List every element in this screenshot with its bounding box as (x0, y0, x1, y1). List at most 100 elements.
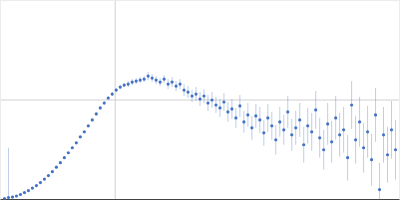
data-point (218, 106, 221, 109)
data-point (166, 82, 169, 85)
data-point (3, 197, 6, 200)
data-point (226, 110, 229, 113)
data-point (342, 128, 345, 131)
data-point (206, 101, 209, 104)
data-point (222, 100, 225, 103)
data-point (186, 90, 189, 93)
data-point (139, 79, 142, 82)
data-point (47, 174, 50, 177)
data-point (51, 170, 54, 173)
data-point (143, 78, 146, 81)
data-point (198, 97, 201, 100)
data-point (274, 138, 277, 141)
data-point (159, 80, 162, 83)
data-point (314, 108, 317, 111)
data-point (123, 83, 126, 86)
data-point (334, 116, 337, 119)
data-point (318, 136, 321, 139)
data-point (246, 113, 249, 116)
chart-container (0, 0, 400, 200)
error-bar (8, 148, 9, 200)
data-point (19, 193, 22, 196)
data-point (162, 78, 165, 81)
data-point (103, 101, 106, 104)
data-point (242, 120, 245, 123)
chart-svg (0, 0, 400, 200)
data-point (79, 135, 82, 138)
data-point (390, 128, 393, 131)
data-point (75, 141, 78, 144)
data-point (266, 116, 269, 119)
data-point (59, 161, 62, 164)
data-point (298, 118, 301, 121)
data-point (382, 133, 385, 136)
data-point (127, 82, 130, 85)
data-point (230, 107, 233, 110)
data-point (147, 75, 150, 78)
data-point (131, 80, 134, 83)
data-point (354, 138, 357, 141)
data-point (111, 92, 114, 95)
data-point (350, 103, 353, 106)
data-point (11, 195, 14, 198)
data-point (99, 106, 102, 109)
data-point (286, 110, 289, 113)
data-point (190, 94, 193, 97)
data-point (234, 116, 237, 119)
data-point (310, 130, 313, 133)
data-point (262, 131, 265, 134)
data-point (27, 189, 30, 192)
data-point (322, 148, 325, 151)
data-point (366, 130, 369, 133)
data-point (39, 181, 42, 184)
data-point (358, 120, 361, 123)
data-point (306, 124, 309, 127)
data-point (378, 188, 381, 191)
data-point (135, 79, 138, 82)
data-point (374, 113, 377, 116)
data-point (67, 151, 70, 154)
data-point (119, 85, 122, 88)
data-point (71, 146, 74, 149)
data-point (83, 130, 86, 133)
data-point (302, 143, 305, 146)
x-axis (1, 199, 400, 200)
data-point (254, 114, 257, 117)
data-point (270, 124, 273, 127)
data-point (214, 103, 217, 106)
data-point (91, 118, 94, 121)
data-point (15, 194, 18, 197)
data-point (43, 178, 46, 181)
data-point (338, 133, 341, 136)
data-point (346, 156, 349, 159)
data-point (178, 82, 181, 85)
data-point (170, 80, 173, 83)
data-point (115, 88, 118, 91)
data-point (282, 128, 285, 131)
data-point (107, 96, 110, 99)
data-point (194, 92, 197, 95)
data-point (326, 122, 329, 125)
data-point (202, 94, 205, 97)
data-point (31, 186, 34, 189)
data-point (174, 84, 177, 87)
data-point (290, 133, 293, 136)
data-point (330, 140, 333, 143)
data-point (250, 126, 253, 129)
data-point (362, 146, 365, 149)
data-group (3, 72, 397, 199)
data-point (87, 124, 90, 127)
data-point (55, 166, 58, 169)
data-point (95, 112, 98, 115)
data-point (210, 98, 213, 101)
plot-frame (1, 1, 400, 200)
data-point (258, 118, 261, 121)
data-point (394, 148, 397, 151)
data-point (7, 196, 10, 199)
data-point (151, 77, 154, 80)
data-point (23, 191, 26, 194)
error-bar (379, 163, 380, 200)
data-point (182, 88, 185, 91)
data-point (155, 79, 158, 82)
data-point (386, 153, 389, 156)
